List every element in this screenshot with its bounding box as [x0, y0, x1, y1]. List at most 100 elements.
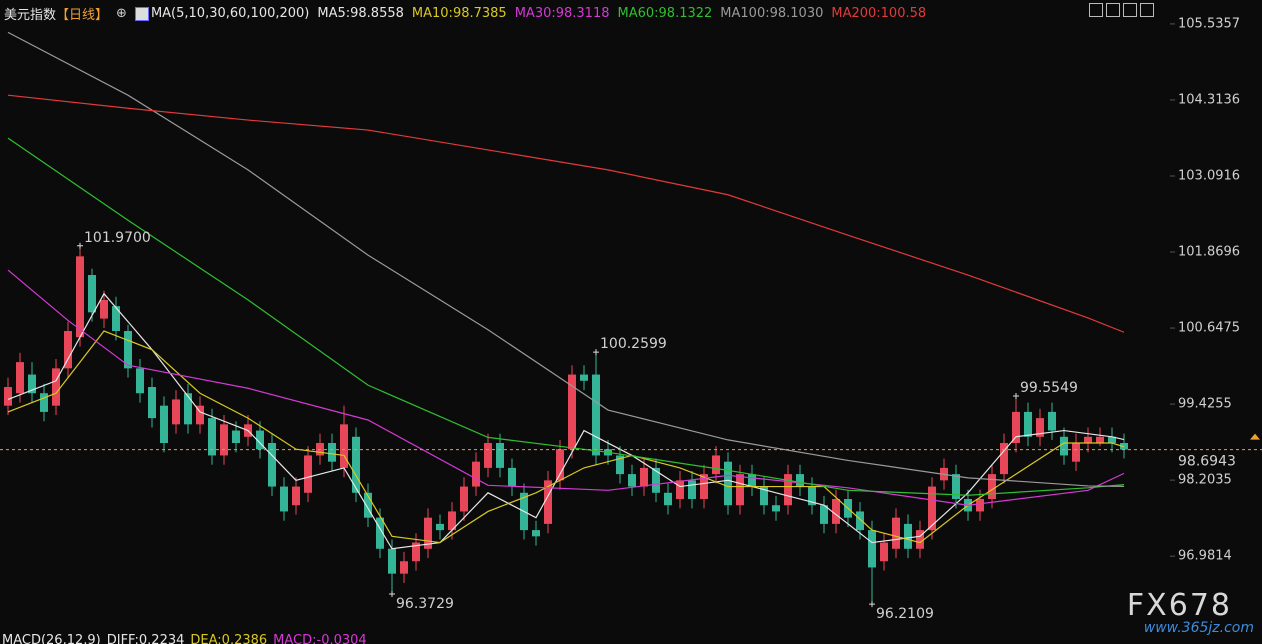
candle-body: [364, 492, 372, 518]
ma-line: [7, 330, 1125, 544]
candle-body: [688, 480, 696, 500]
ma-line: [7, 31, 1125, 487]
candle-body: [952, 474, 960, 500]
extreme-label: 101.9700: [84, 230, 151, 246]
candle-body: [448, 511, 456, 531]
candle-body: [484, 443, 492, 468]
candle-body: [376, 517, 384, 549]
y-tick-label: 100.6475: [1178, 321, 1240, 336]
y-tick-label: 101.8696: [1178, 245, 1240, 260]
candle-body: [40, 393, 48, 412]
y-tick-label: 105.5357: [1178, 16, 1240, 31]
candle-body: [340, 424, 348, 468]
macd-header: MACD(26,12,9) DIFF:0.2234 DEA:0.2386 MAC…: [2, 633, 367, 644]
candle-body: [1084, 436, 1092, 444]
candle-body: [16, 362, 24, 394]
candle-body: [868, 530, 876, 568]
candle-body: [736, 474, 744, 506]
candle-body: [1108, 436, 1116, 444]
candle-body: [268, 443, 276, 487]
watermark-brand: FX678: [1126, 588, 1232, 623]
candle-body: [76, 256, 84, 338]
legend-entry: MA10:98.7385: [411, 6, 507, 21]
candle-body: [988, 474, 996, 500]
candle-body: [796, 474, 804, 487]
ma-icon[interactable]: [134, 6, 149, 21]
candle-body: [280, 486, 288, 512]
y-tick-label: 104.3136: [1178, 92, 1240, 107]
candle-body: [892, 517, 900, 549]
y-tick-label: 103.0916: [1178, 168, 1240, 183]
candle-body: [724, 461, 732, 506]
legend-entry: MA100:98.1030: [720, 6, 824, 21]
legend-entry: MA200:100.58: [831, 6, 927, 21]
candle-body: [652, 467, 660, 493]
candle-body: [616, 455, 624, 475]
instrument: 美元指数: [4, 8, 57, 23]
macd-label: MACD(26,12,9): [2, 633, 101, 644]
watermark-site: www.365jz.com: [1143, 620, 1254, 636]
y-tick-label: 99.4255: [1178, 397, 1232, 412]
candle-body: [208, 418, 216, 456]
macd-value: MACD:-0.0304: [273, 633, 367, 644]
tool-button[interactable]: [1106, 3, 1120, 17]
candle-body: [424, 517, 432, 549]
candle-body: [292, 486, 300, 506]
candle-body: [1060, 436, 1068, 456]
extreme-label: 99.5549: [1020, 380, 1078, 396]
candle-body: [808, 486, 816, 506]
period[interactable]: 【日线】: [56, 8, 109, 23]
candle-body: [160, 405, 168, 444]
candle-body: [1072, 443, 1080, 462]
candle-body: [976, 499, 984, 512]
candle-body: [760, 486, 768, 506]
tool-button[interactable]: [1123, 3, 1137, 17]
macd-dea: DEA:0.2386: [190, 633, 268, 644]
candle-body: [628, 474, 636, 487]
candle-body: [1096, 436, 1104, 444]
candle-body: [52, 368, 60, 406]
candle-body: [220, 424, 228, 456]
candle-body: [532, 530, 540, 537]
candle-body: [1024, 411, 1032, 437]
extreme-label: 96.3729: [396, 596, 454, 612]
ma-line: [7, 137, 1125, 496]
candle-body: [568, 374, 576, 450]
y-tick-label: 96.9814: [1178, 549, 1232, 564]
header: 美元指数 【日线】 ⊕ MA(5,10,30,60,100,200) MA5:9…: [4, 4, 926, 23]
extreme-marker: [593, 349, 599, 356]
candle-body: [700, 474, 708, 500]
candle-body: [172, 399, 180, 425]
toolbar: [1089, 3, 1154, 17]
last-price-label: 98.6943: [1178, 454, 1236, 470]
candle-body: [1048, 411, 1056, 431]
candle-body: [1000, 443, 1008, 475]
tool-button[interactable]: [1089, 3, 1103, 17]
candle-body: [544, 480, 552, 524]
tool-button[interactable]: [1140, 3, 1154, 17]
candle-body: [460, 486, 468, 512]
candle-body: [772, 505, 780, 512]
candle-body: [856, 511, 864, 531]
candle-body: [400, 561, 408, 574]
candle-body: [1036, 418, 1044, 437]
candle-body: [712, 455, 720, 475]
candle-body: [556, 449, 564, 481]
candle-body: [124, 331, 132, 369]
extreme-marker: [869, 601, 875, 608]
candle-body: [184, 393, 192, 425]
candle-body: [508, 467, 516, 487]
add-icon[interactable]: ⊕: [116, 6, 127, 21]
candle-body: [28, 374, 36, 394]
extreme-marker: [389, 591, 395, 598]
candle-body: [100, 299, 108, 319]
legend-entry: MA30:98.3118: [514, 6, 610, 21]
legend-entry: MA60:98.1322: [617, 6, 713, 21]
candle-body: [4, 387, 12, 406]
candle-body: [820, 505, 828, 524]
candle-body: [832, 499, 840, 524]
extreme-label: 96.2109: [876, 606, 934, 622]
candle-body: [580, 374, 588, 381]
candle-body: [880, 542, 888, 562]
